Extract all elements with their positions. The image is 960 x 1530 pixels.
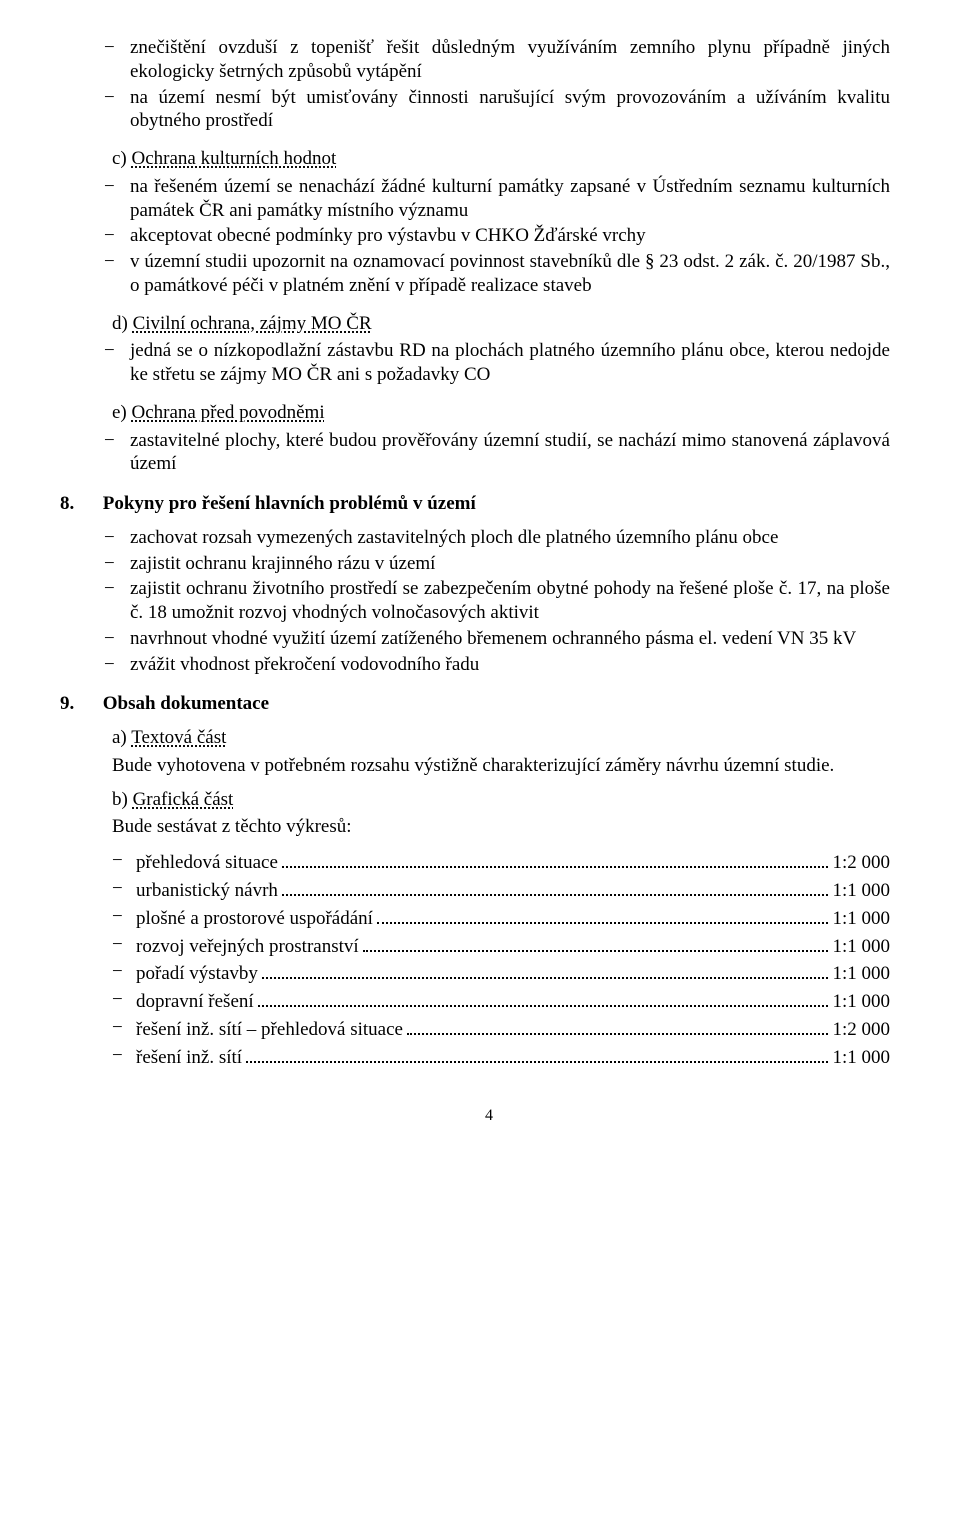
list-item: navrhnout vhodné využití území zatíženéh…: [88, 627, 890, 651]
subhead-9a: a) Textová část: [112, 726, 890, 750]
drawing-scale: 1:1 000: [832, 1046, 890, 1070]
drawing-row: urbanistický návrh 1:1 000: [88, 877, 890, 903]
drawing-row: dopravní řešení 1:1 000: [88, 988, 890, 1014]
subhead-e: e) Ochrana před povodněmi: [112, 401, 890, 425]
section-8-head: 8. Pokyny pro řešení hlavních problémů v…: [74, 492, 890, 516]
drawing-row: přehledová situace 1:2 000: [88, 849, 890, 875]
list-item: zajistit ochranu krajinného rázu v území: [88, 552, 890, 576]
list-item: jedná se o nízkopodlažní zástavbu RD na …: [88, 339, 890, 387]
section-title: Pokyny pro řešení hlavních problémů v úz…: [103, 493, 476, 514]
subhead-title: Civilní ochrana, zájmy MO ČR: [133, 313, 372, 334]
leader-dots: [282, 877, 829, 896]
drawing-row: řešení inž. sítí 1:1 000: [88, 1044, 890, 1070]
list-item: na území nesmí být umisťovány činnosti n…: [88, 86, 890, 134]
drawing-label: urbanistický návrh: [136, 879, 278, 903]
leader-dots: [377, 905, 829, 924]
e-list: zastavitelné plochy, které budou prověřo…: [88, 429, 890, 477]
para-9b-intro: Bude sestávat z těchto výkresů:: [112, 815, 890, 839]
drawing-scale: 1:2 000: [832, 1018, 890, 1042]
leader-dots: [258, 988, 829, 1007]
section-title: Obsah dokumentace: [103, 693, 269, 714]
subhead-title: Grafická část: [133, 789, 234, 810]
subhead-letter: c): [112, 148, 127, 169]
page-number: 4: [88, 1106, 890, 1126]
list-item: na řešeném území se nenachází žádné kult…: [88, 175, 890, 223]
drawing-label: pořadí výstavby: [136, 962, 258, 986]
drawing-row: řešení inž. sítí – přehledová situace 1:…: [88, 1016, 890, 1042]
s8-list: zachovat rozsah vymezených zastavitelnýc…: [88, 526, 890, 677]
c-list: na řešeném území se nenachází žádné kult…: [88, 175, 890, 298]
drawing-label: řešení inž. sítí: [136, 1046, 242, 1070]
leader-dots: [262, 960, 829, 979]
subhead-d: d) Civilní ochrana, zájmy MO ČR: [112, 312, 890, 336]
subhead-9b: b) Grafická část: [112, 788, 890, 812]
drawing-scale: 1:1 000: [832, 962, 890, 986]
section-number: 8.: [74, 492, 98, 516]
drawing-row: rozvoj veřejných prostranství 1:1 000: [88, 933, 890, 959]
drawing-scale: 1:1 000: [832, 935, 890, 959]
leader-dots: [363, 933, 829, 952]
drawing-label: plošné a prostorové uspořádání: [136, 907, 373, 931]
subhead-c: c) Ochrana kulturních hodnot: [112, 147, 890, 171]
leader-dots: [282, 849, 829, 868]
subhead-title: Textová část: [131, 727, 226, 748]
subhead-letter: d): [112, 313, 128, 334]
drawing-label: rozvoj veřejných prostranství: [136, 935, 359, 959]
list-item: zastavitelné plochy, které budou prověřo…: [88, 429, 890, 477]
subhead-letter: b): [112, 789, 128, 810]
drawing-scale: 1:1 000: [832, 990, 890, 1014]
subhead-title: Ochrana kulturních hodnot: [132, 148, 337, 169]
drawing-row: plošné a prostorové uspořádání 1:1 000: [88, 905, 890, 931]
list-item: akceptovat obecné podmínky pro výstavbu …: [88, 224, 890, 248]
leader-dots: [246, 1044, 828, 1063]
list-item: zajistit ochranu životního prostředí se …: [88, 577, 890, 625]
drawing-row: pořadí výstavby 1:1 000: [88, 960, 890, 986]
drawing-label: přehledová situace: [136, 851, 278, 875]
drawing-label: řešení inž. sítí – přehledová situace: [136, 1018, 403, 1042]
list-item: znečištění ovzduší z topenišť řešit důsl…: [88, 36, 890, 84]
d-list: jedná se o nízkopodlažní zástavbu RD na …: [88, 339, 890, 387]
drawing-scale: 1:2 000: [832, 851, 890, 875]
list-item: zvážit vhodnost překročení vodovodního ř…: [88, 653, 890, 677]
drawings-list: přehledová situace 1:2 000 urbanistický …: [88, 849, 890, 1070]
section-9-head: 9. Obsah dokumentace: [74, 692, 890, 716]
para-9a: Bude vyhotovena v potřebném rozsahu výst…: [88, 754, 890, 778]
subhead-letter: a): [112, 727, 127, 748]
drawing-scale: 1:1 000: [832, 907, 890, 931]
subhead-letter: e): [112, 402, 127, 423]
drawing-scale: 1:1 000: [832, 879, 890, 903]
section-number: 9.: [74, 692, 98, 716]
leader-dots: [407, 1016, 829, 1035]
drawing-label: dopravní řešení: [136, 990, 254, 1014]
list-item: zachovat rozsah vymezených zastavitelnýc…: [88, 526, 890, 550]
subhead-title: Ochrana před povodněmi: [132, 402, 325, 423]
list-item: v územní studii upozornit na oznamovací …: [88, 250, 890, 298]
top-list: znečištění ovzduší z topenišť řešit důsl…: [88, 36, 890, 133]
